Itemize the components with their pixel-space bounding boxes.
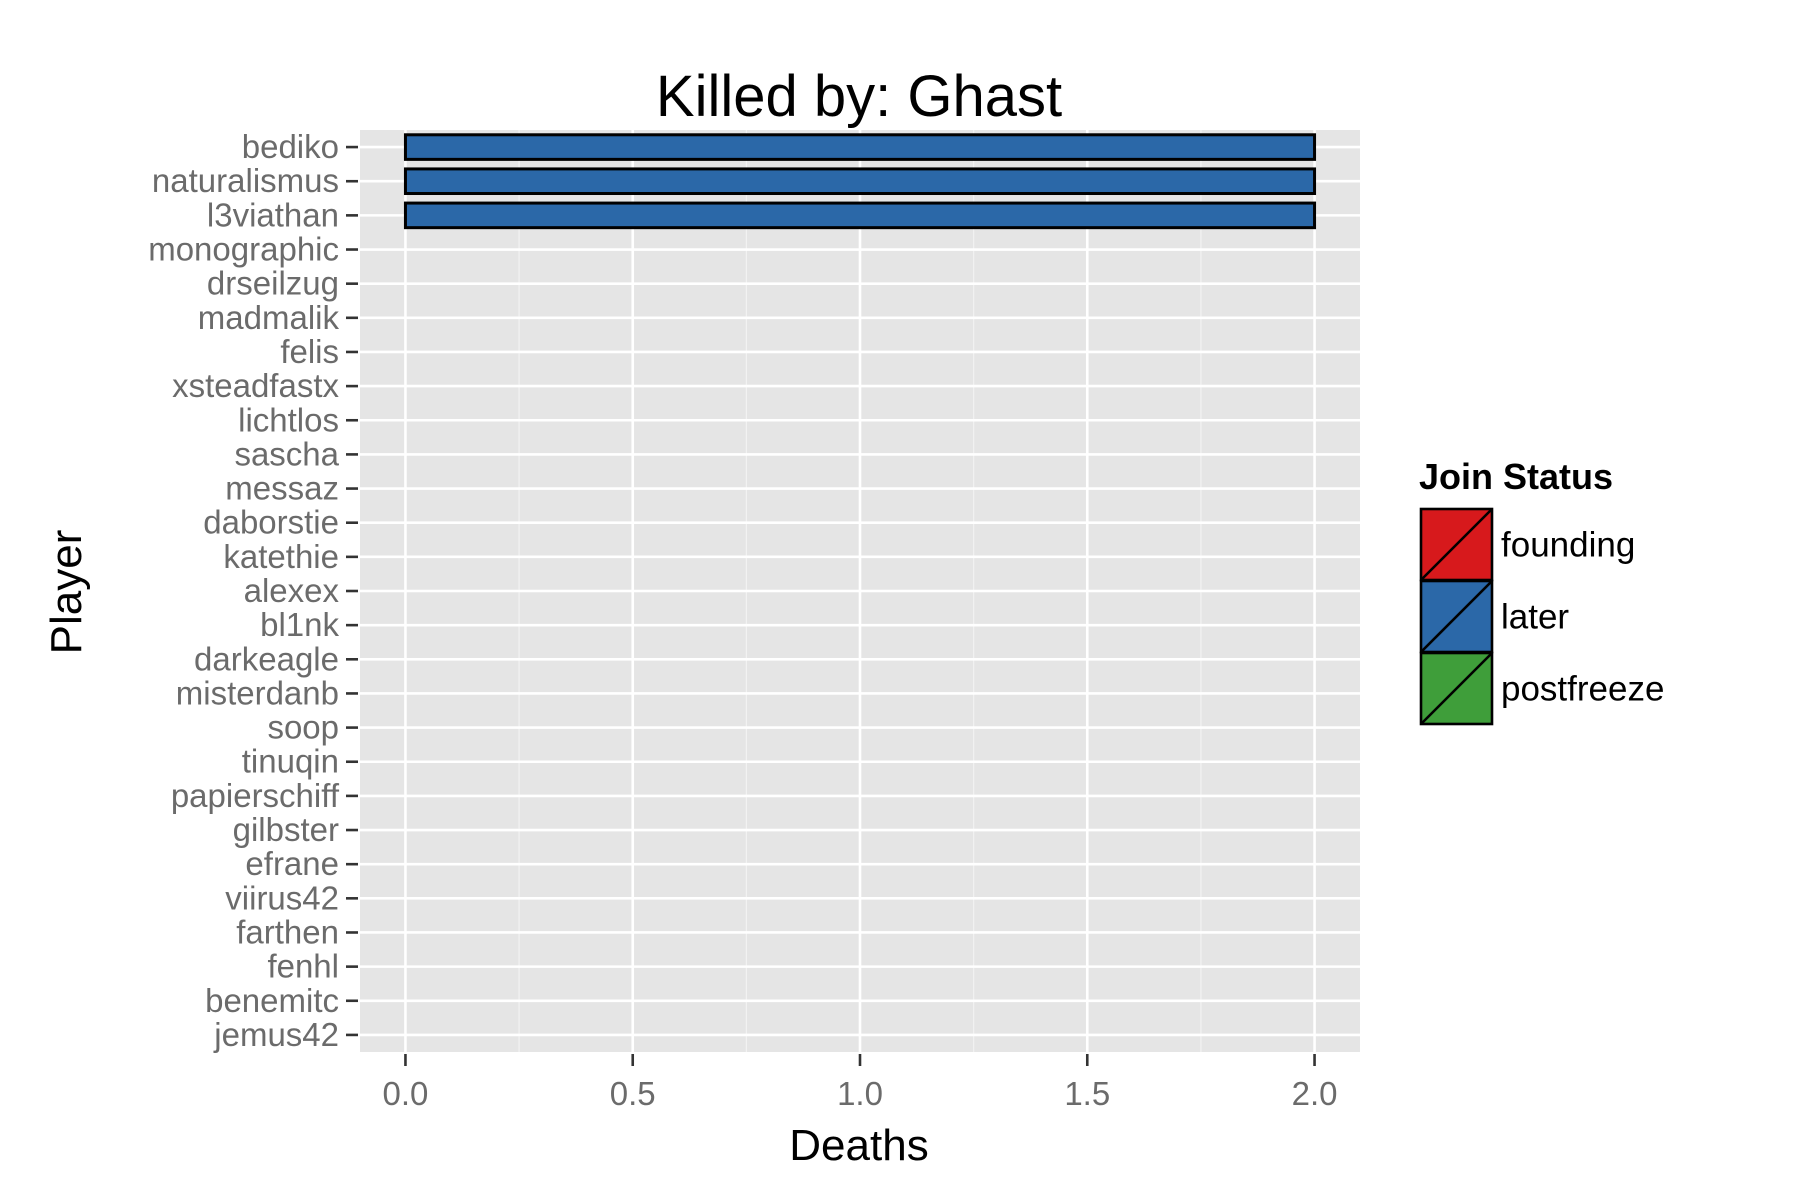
chart-title: Killed by: Ghast (656, 64, 1062, 129)
x-tick-label: 1.0 (837, 1075, 883, 1112)
bar-bediko (403, 133, 1317, 161)
y-tick-label: soop (267, 709, 339, 746)
y-tick-label: drseilzug (207, 265, 339, 302)
y-tick-label: tinuqin (242, 743, 339, 780)
legend-label: postfreeze (1501, 670, 1664, 709)
y-tick-label: alexex (244, 572, 340, 609)
y-axis-title: Player (42, 530, 91, 655)
y-tick-label: viirus42 (225, 879, 339, 916)
y-tick-label: farthen (236, 913, 339, 950)
legend-label: founding (1501, 526, 1635, 565)
x-axis-title: Deaths (789, 1121, 928, 1170)
y-tick-label: darkeagle (194, 640, 339, 677)
y-tick-label: monographic (148, 231, 339, 268)
y-tick-label: messaz (225, 470, 339, 507)
y-axis: bedikonaturalismusl3viathanmonographicdr… (148, 128, 358, 1053)
y-tick-label: gilbster (233, 811, 339, 848)
x-tick-label: 2.0 (1292, 1075, 1338, 1112)
y-tick-label: madmalik (198, 299, 340, 336)
bars (403, 133, 1317, 230)
y-tick-label: katethie (223, 538, 339, 575)
legend-title: Join Status (1419, 456, 1613, 497)
legend-label: later (1501, 598, 1569, 637)
y-tick-label: jemus42 (213, 1016, 339, 1053)
bar-naturalismus (403, 167, 1317, 196)
y-tick-label: bediko (242, 128, 339, 165)
y-tick-label: xsteadfastx (172, 367, 339, 404)
y-tick-label: sascha (234, 435, 339, 472)
y-tick-label: fenhl (267, 948, 339, 985)
y-tick-label: papierschiff (171, 777, 340, 814)
y-tick-label: efrane (245, 845, 339, 882)
y-tick-label: lichtlos (238, 401, 339, 438)
y-tick-label: naturalismus (152, 162, 339, 199)
y-tick-label: bl1nk (260, 606, 339, 643)
y-tick-label: felis (280, 333, 339, 370)
legend-key-slash (1420, 580, 1493, 653)
y-tick-label: daborstie (203, 504, 339, 541)
legend-key-slash (1420, 652, 1493, 725)
x-axis: 0.0 0.5 1.0 1.5 2.0 (383, 1054, 1338, 1112)
legend-key-slash (1420, 508, 1493, 581)
x-tick-label: 0.5 (610, 1075, 656, 1112)
x-tick-label: 0.0 (383, 1075, 429, 1112)
bar-l3viathan (403, 201, 1317, 230)
legend: Join Status founding later postfreeze (1419, 456, 1664, 726)
y-tick-label: benemitc (205, 982, 339, 1019)
x-tick-label: 1.5 (1064, 1075, 1110, 1112)
y-tick-label: misterdanb (176, 674, 339, 711)
y-tick-label: l3viathan (207, 196, 339, 233)
